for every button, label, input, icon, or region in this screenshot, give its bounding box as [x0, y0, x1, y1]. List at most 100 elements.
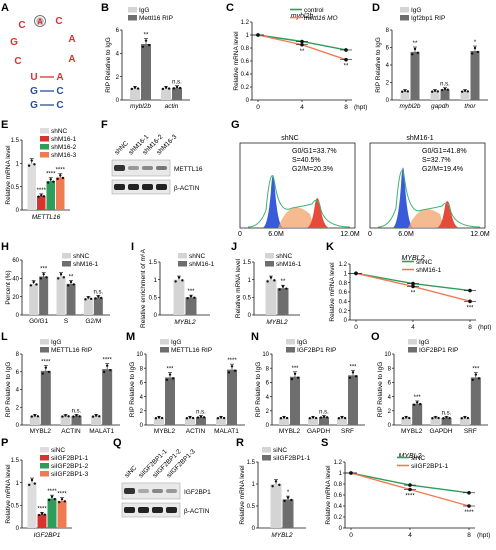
significance-label: ***: [472, 367, 480, 373]
significance-label: ***: [166, 367, 174, 373]
data-point: [354, 375, 358, 378]
data-point: [91, 415, 95, 418]
flow-cytometry-panels: shNC G0/G1=33.7% S=40.5% G2/M=20.3% 0 6.…: [238, 135, 490, 238]
data-point: [300, 39, 304, 44]
data-point: [67, 415, 70, 418]
data-point: [35, 283, 38, 286]
y-axis-label: RIP Relative to IgG: [255, 362, 262, 418]
data-point: [415, 401, 419, 404]
flow-plot-title: shNC: [281, 135, 299, 142]
significance-label: ****: [46, 172, 56, 178]
bar: [470, 51, 480, 100]
significance-label: n.s.: [196, 410, 206, 416]
blot-band: [156, 184, 167, 190]
flow-plot-title: shM16-1: [406, 135, 433, 142]
legend-swatch: [400, 7, 409, 13]
x-category-label: MALAT1: [89, 428, 114, 435]
data-point: [233, 369, 237, 372]
data-point: [222, 416, 226, 420]
data-point: [157, 416, 161, 419]
y-tick-label: 2: [16, 405, 20, 411]
x-unit-label: (hpt): [477, 532, 490, 539]
data-point: [219, 416, 223, 419]
y-tick-label: 40: [12, 277, 19, 283]
y-axis-label: RIP Relative to IgG: [5, 362, 12, 418]
x-category-label: SRF: [341, 428, 354, 435]
chart-panel-B: 0 2 4 6 RIP Relative to IgG ** mybl2b n.s. actin…: [105, 7, 190, 110]
legend-label: siIGF2BP1-1: [273, 455, 311, 462]
legend-swatch: [40, 339, 49, 345]
y-tick-label: 0.5: [149, 296, 158, 302]
panel-label-M: M: [126, 331, 135, 343]
bar: [185, 297, 197, 315]
data-point: [441, 88, 444, 92]
y-tick-label: 4: [388, 395, 392, 401]
flow-plot-shnc: shNC G0/G1=33.7% S=40.5% G2/M=20.3% 0 6.…: [238, 135, 360, 238]
methylation-site-fill: [36, 17, 44, 25]
legend-label: IgG: [297, 339, 307, 346]
data-point: [40, 512, 44, 515]
data-point: [98, 415, 101, 418]
y-tick-label: 0: [16, 526, 20, 532]
data-point: [165, 378, 169, 382]
legend-swatch: [62, 261, 71, 267]
g0g1-peak: [392, 167, 414, 228]
data-point: [154, 417, 158, 420]
y-tick-label: 0: [116, 98, 120, 104]
y-tick-label: 8: [140, 366, 144, 372]
y-tick-label: 8: [16, 352, 20, 358]
y-tick-label: 6: [386, 46, 390, 52]
chart-panel-S: 0 0.2 0.4 0.6 0.8 1 1.2 0 4 8 (hpt) Relative mRNA l…: [325, 453, 490, 539]
significance-label: **: [69, 275, 74, 281]
band-label-target: IGF2BP1: [184, 489, 211, 496]
legend-label: IgG: [51, 339, 61, 346]
fit-curve: [377, 170, 481, 228]
legend-label: IgG: [171, 339, 181, 346]
data-point: [401, 90, 404, 93]
data-point: [416, 51, 419, 55]
loop-nt-1: A: [37, 18, 43, 27]
data-point: [47, 370, 51, 374]
data-point: [322, 415, 326, 418]
bar: [430, 417, 441, 425]
panel-label-C: C: [226, 2, 234, 14]
legend-label: IgG: [139, 7, 149, 14]
legend-swatch: [286, 339, 295, 345]
y-tick-label: 1.5: [243, 260, 252, 266]
legend-swatch: [400, 15, 409, 21]
bar: [173, 279, 185, 315]
y-tick-label: 6: [140, 381, 144, 387]
blot-band: [124, 507, 135, 513]
y-tick-label: 0: [252, 526, 256, 532]
legend-label: shM16-1: [51, 136, 77, 143]
bar: [470, 377, 481, 425]
x-category-label: S: [64, 318, 69, 325]
data-point: [282, 416, 286, 419]
data-point: [94, 414, 98, 417]
y-tick-label: 8: [388, 366, 392, 372]
y-tick-label: 1: [248, 278, 252, 284]
data-point: [344, 57, 348, 62]
data-point: [285, 416, 289, 420]
legend-label: shM16-1: [73, 261, 99, 268]
data-point: [164, 86, 168, 89]
y-tick-label: 0.2: [334, 515, 343, 521]
data-point: [42, 195, 46, 198]
data-point: [72, 415, 75, 418]
data-point: [41, 372, 44, 375]
y-tick-label: 20: [12, 295, 19, 301]
legend-swatch: [262, 447, 271, 453]
data-point: [278, 288, 281, 291]
y-tick-label: 0: [339, 526, 343, 532]
data-point: [32, 280, 35, 284]
data-point: [141, 45, 145, 48]
data-point: [43, 513, 46, 516]
y-tick-label: 0.6: [241, 59, 250, 65]
y-tick-label: 2: [388, 409, 392, 415]
significance-label: ****: [405, 494, 415, 500]
y-tick-label: 0.6: [339, 290, 348, 296]
data-point: [474, 373, 478, 376]
significance-label: ****: [227, 358, 237, 364]
